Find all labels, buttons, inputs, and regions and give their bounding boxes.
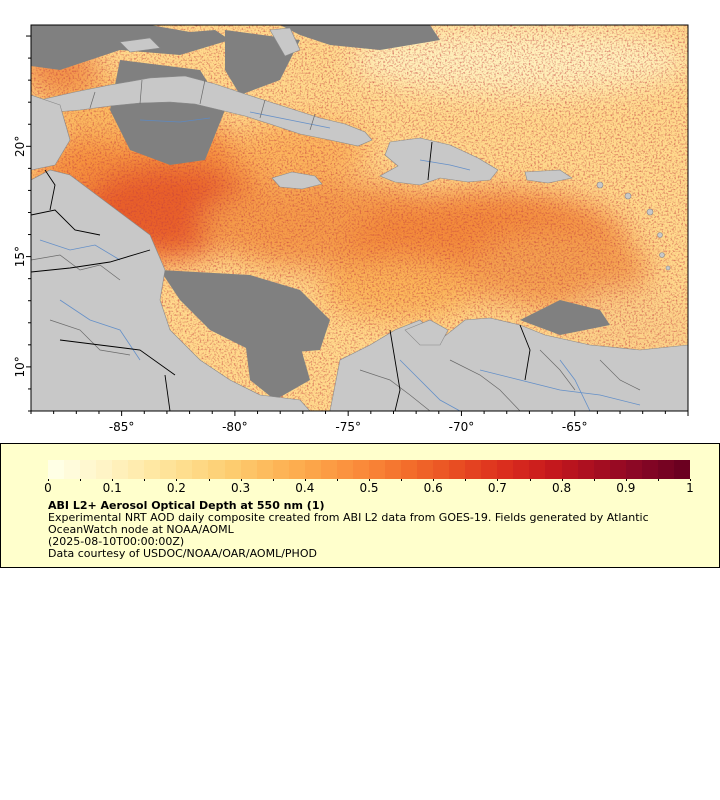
land: [31, 27, 688, 411]
colorbar-tick: [336, 479, 338, 481]
colorbar-segment: [80, 460, 97, 479]
colorbar-segment: [48, 460, 65, 479]
legend-panel: 0 0.1 0.2 0.3 0.4 0.5 0.6 0.7 0.8 0.9 1 ABI L2+ Ae…: [0, 443, 720, 568]
legend-description: Experimental NRT AOD daily composite cre…: [48, 511, 649, 536]
colorbar-segment: [641, 460, 658, 479]
colorbar-tick: [144, 479, 146, 481]
colorbar-tick: [304, 479, 306, 481]
colorbar-tick: [593, 479, 595, 481]
colorbar-tick-label: 0.6: [423, 481, 443, 495]
colorbar-segment: [272, 460, 289, 479]
lon-tick-label: -65°: [562, 420, 588, 434]
colorbar-segment: [401, 460, 418, 479]
colorbar-tick: [625, 479, 627, 481]
colorbar-segment: [368, 460, 385, 479]
colorbar-segment: [160, 460, 177, 479]
colorbar-tick: [433, 479, 435, 481]
colorbar-tick-label: 1: [686, 481, 694, 495]
colorbar-tick: [208, 479, 210, 481]
colorbar-tick-label: 0.1: [102, 481, 122, 495]
colorbar-segment: [304, 460, 321, 479]
colorbar-segment: [112, 460, 129, 479]
colorbar-segment: [176, 460, 193, 479]
national-borders: [31, 141, 531, 411]
colorbar-segment: [224, 460, 241, 479]
colorbar-tick: [176, 479, 178, 481]
legend-credit: Data courtesy of USDOC/NOAA/OAR/AOML/PHO…: [48, 547, 317, 560]
colorbar-segment: [96, 460, 113, 479]
colorbar-segment: [128, 460, 145, 479]
colorbar-tick: [80, 479, 82, 481]
central-america: [31, 169, 311, 411]
lon-tick-label: -75°: [335, 420, 361, 434]
colorbar-tick: [657, 479, 659, 481]
colorbar-segment: [208, 460, 225, 479]
lon-tick-label: -85°: [109, 420, 135, 434]
legend-title: ABI L2+ Aerosol Optical Depth at 550 nm …: [48, 499, 325, 512]
colorbar-segment: [256, 460, 273, 479]
colorbar-tick: [465, 479, 467, 481]
colorbar-tick-label: 0.5: [359, 481, 379, 495]
colorbar-segment: [144, 460, 161, 479]
colorbar-tick-label: 0.4: [295, 481, 315, 495]
puerto-rico: [524, 169, 573, 184]
lon-tick-label: -70°: [449, 420, 475, 434]
colorbar-segment: [577, 460, 594, 479]
colorbar-tick-label: 0.3: [231, 481, 251, 495]
colorbar-tick: [561, 479, 563, 481]
colorbar-tick-label: 0: [44, 481, 52, 495]
colorbar-segment: [240, 460, 257, 479]
colorbar-ticks: 0 0.1 0.2 0.3 0.4 0.5 0.6 0.7 0.8 0.9 1: [44, 479, 694, 495]
aod-map: 20° 15° 10° -85° -80° -75° -70° -65°: [13, 24, 689, 434]
cuba: [39, 75, 373, 147]
colorbar-segment: [465, 460, 482, 479]
lon-tick-label: -80°: [222, 420, 248, 434]
latitude-axis: 20° 15° 10°: [13, 35, 31, 412]
colorbar-segment: [673, 460, 690, 479]
longitude-axis: -85° -80° -75° -70° -65°: [30, 411, 689, 434]
jamaica: [271, 171, 323, 190]
colorbar-segment: [529, 460, 546, 479]
colorbar-segment: [384, 460, 402, 479]
lat-tick-label: 15°: [13, 246, 27, 267]
colorbar-segment: [352, 460, 369, 479]
colorbar-segment: [449, 460, 466, 479]
colorbar-segment: [320, 460, 337, 479]
colorbar-tick: [401, 479, 403, 481]
colorbar-segment: [336, 460, 353, 479]
colorbar-segment: [657, 460, 674, 479]
colorbar-tick: [240, 479, 242, 481]
lat-tick-label: 10°: [13, 356, 27, 377]
colorbar-segment: [417, 460, 434, 479]
colorbar-segment: [545, 460, 562, 479]
colorbar-tick: [112, 479, 114, 481]
lat-tick-label: 20°: [13, 136, 27, 157]
colorbar-segment: [609, 460, 626, 479]
colorbar-tick: [272, 479, 274, 481]
rivers: [39, 111, 641, 411]
hispaniola: [379, 137, 499, 186]
colorbar-tick: [48, 479, 49, 481]
colorbar-tick-label: 0.7: [487, 481, 507, 495]
map-frame: [30, 24, 689, 412]
colorbar-segment: [288, 460, 305, 479]
colorbar-tick: [369, 479, 370, 481]
colorbar-tick-label: 0.9: [616, 481, 636, 495]
colorbar-segment: [497, 460, 514, 479]
colorbar-segment: [561, 460, 578, 479]
colorbar-segment: [192, 460, 209, 479]
colorbar-segment: [433, 460, 450, 479]
colorbar-tick-label: 0.8: [552, 481, 572, 495]
colorbar-segment: [481, 460, 498, 479]
colorbar-segment: [513, 460, 530, 479]
legend-date: (2025-08-10T00:00:00Z): [48, 535, 185, 548]
colorbar-tick-label: 0.2: [166, 481, 186, 495]
colorbar-segment: [64, 460, 81, 479]
colorbar-segment: [625, 460, 642, 479]
colorbar-tick: [497, 479, 499, 481]
colorbar: [48, 460, 690, 479]
colorbar-tick: [529, 479, 531, 481]
colorbar-tick: [690, 479, 691, 481]
colorbar-segment: [593, 460, 610, 479]
